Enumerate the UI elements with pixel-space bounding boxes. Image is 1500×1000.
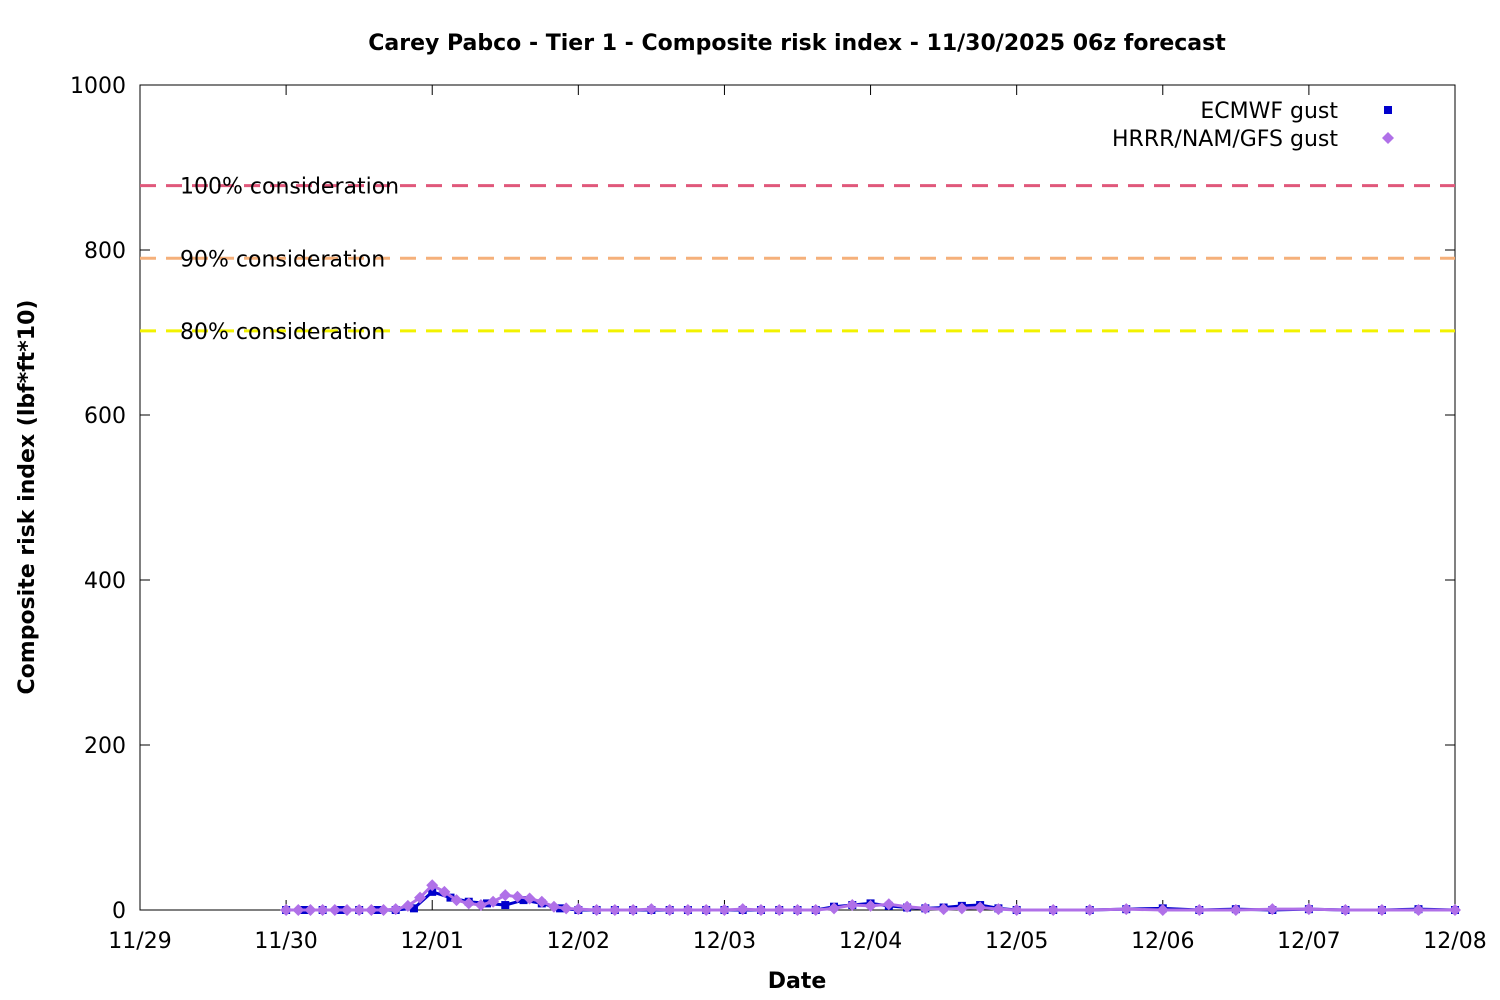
y-axis-ticks: 0 200 400 600 800 1000	[70, 74, 1455, 924]
data-point	[353, 904, 366, 916]
reference-lines: 100% consideration 90% consideration 80% c…	[140, 175, 1455, 345]
data-point	[846, 899, 859, 912]
data-point	[511, 890, 524, 903]
reference-line-label: 90% consideration	[180, 247, 385, 272]
data-point	[791, 904, 804, 916]
data-point	[1302, 903, 1315, 916]
x-axis-label: Date	[768, 969, 827, 994]
data-point	[864, 899, 877, 912]
y-tick-label: 0	[112, 899, 126, 924]
plot-frame	[139, 84, 1456, 911]
data-point	[809, 904, 822, 916]
data-point	[974, 901, 987, 914]
data-point	[736, 903, 749, 916]
data-point	[645, 903, 658, 916]
data-point	[499, 889, 512, 902]
legend-label: HRRR/NAM/GFS gust	[1112, 127, 1338, 152]
data-point	[1010, 904, 1023, 916]
data-point	[1449, 904, 1461, 916]
data-point	[1083, 904, 1096, 916]
data-point	[292, 904, 305, 916]
data-point	[1412, 904, 1425, 916]
data-point	[773, 904, 786, 916]
data-point	[681, 904, 694, 916]
data-point	[365, 904, 378, 916]
data-point	[1339, 904, 1352, 916]
legend-marker	[1384, 106, 1392, 114]
y-tick-label: 400	[84, 569, 126, 594]
data-point	[401, 899, 414, 912]
reference-line-label: 80% consideration	[180, 320, 385, 345]
x-tick-label: 12/01	[401, 929, 464, 954]
legend-marker	[1382, 132, 1394, 144]
data-point	[316, 904, 329, 916]
x-tick-label: 12/08	[1423, 929, 1486, 954]
data-point	[572, 903, 585, 916]
data-point	[328, 904, 341, 916]
data-point	[1120, 903, 1133, 916]
data-point	[462, 897, 475, 910]
data-point	[992, 903, 1005, 916]
data-point	[1229, 904, 1242, 916]
data-point	[828, 902, 841, 915]
x-tick-label: 12/07	[1277, 929, 1340, 954]
legend-label: ECMWF gust	[1200, 99, 1338, 124]
reference-line-label: 100% consideration	[180, 175, 399, 200]
y-tick-label: 600	[84, 404, 126, 429]
data-point	[955, 902, 968, 915]
data-point	[409, 904, 418, 913]
x-tick-label: 12/04	[839, 929, 902, 954]
data-point	[754, 904, 767, 916]
y-tick-label: 800	[84, 239, 126, 264]
chart-title: Carey Pabco - Tier 1 - Composite risk in…	[368, 31, 1226, 56]
data-point	[535, 895, 548, 908]
data-point	[663, 904, 676, 916]
x-tick-label: 12/06	[1131, 929, 1194, 954]
y-tick-label: 1000	[70, 74, 126, 99]
data-point	[519, 896, 528, 905]
data-point	[389, 903, 402, 916]
data-point	[1266, 903, 1279, 916]
series-2	[280, 879, 1461, 916]
data-point	[474, 899, 487, 912]
x-tick-label: 12/03	[693, 929, 756, 954]
data-point	[304, 904, 317, 916]
data-point	[523, 892, 536, 905]
data-point	[590, 904, 603, 916]
data-point	[428, 887, 437, 896]
data-point	[501, 901, 510, 910]
data-point	[901, 900, 914, 913]
data-point	[919, 902, 932, 915]
data-point	[1047, 904, 1060, 916]
data-point	[1193, 904, 1206, 916]
x-tick-label: 12/02	[547, 929, 610, 954]
data-point	[450, 894, 463, 907]
x-tick-label: 11/29	[108, 929, 171, 954]
data-point	[700, 904, 713, 916]
x-axis-ticks: 11/29 11/30 12/01 12/02 12/03 12/04 12/05 12/06…	[108, 85, 1487, 954]
legend: ECMWF gust HRRR/NAM/GFS gust	[1112, 99, 1394, 152]
data-point	[608, 904, 621, 916]
data-point	[1156, 904, 1169, 916]
data-point	[627, 904, 640, 916]
y-tick-label: 200	[84, 734, 126, 759]
data-point	[426, 879, 439, 892]
data-point	[718, 904, 731, 916]
data-point	[882, 898, 895, 911]
data-point	[438, 885, 451, 898]
data-point	[937, 903, 950, 916]
data-point	[487, 895, 500, 908]
data-point	[1375, 904, 1388, 916]
y-axis-label: Composite risk index (lbf*ft*10)	[15, 300, 40, 695]
x-tick-label: 11/30	[254, 929, 317, 954]
data-point	[414, 891, 427, 904]
data-point	[340, 904, 353, 916]
x-tick-label: 12/05	[985, 929, 1048, 954]
data-point	[560, 902, 573, 915]
data-point	[547, 900, 560, 913]
data-point	[377, 904, 390, 916]
data-series	[280, 879, 1461, 916]
data-point	[280, 904, 293, 916]
